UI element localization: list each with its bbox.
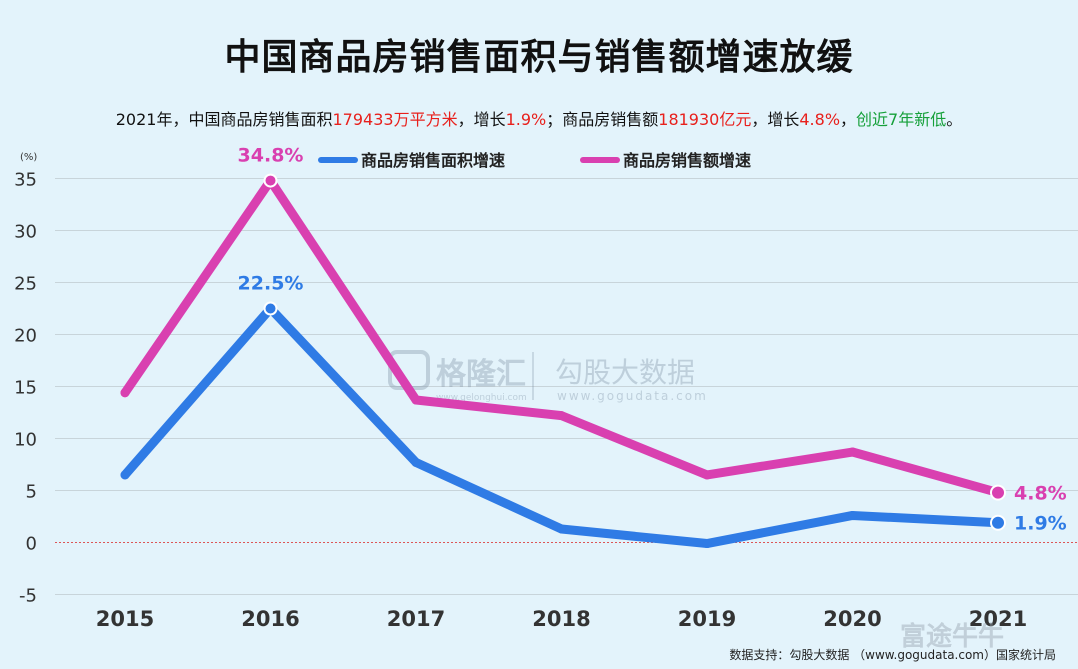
x-tick-label: 2017: [387, 607, 445, 631]
watermark: 格隆汇 www.gelonghui.com 勾股大数据 www.gogudata…: [388, 350, 708, 403]
grid-lines: [55, 178, 1078, 595]
legend-label: 商品房销售面积增速: [361, 151, 505, 170]
data-point: [120, 388, 130, 398]
y-tick-label: 15: [14, 378, 37, 399]
legend-label: 商品房销售额增速: [623, 151, 751, 170]
subtitle-part: 。: [946, 110, 963, 129]
subtitle-sales-growth: 4.8%: [799, 110, 841, 129]
y-tick-label: 35: [14, 170, 37, 191]
subtitle-part: ，增长: [457, 110, 506, 129]
peak-marker: [263, 173, 278, 188]
chart-title: 中国商品房销售面积与销售额增速放缓: [224, 37, 854, 78]
x-tick-label: 2018: [532, 607, 590, 631]
x-tick-label: 2016: [241, 607, 299, 631]
peak-marker: [263, 301, 278, 316]
y-tick-label: -5: [19, 586, 37, 607]
data-point: [848, 447, 857, 457]
series-line: [120, 304, 1003, 549]
endpoint-marker: [990, 514, 1006, 531]
x-tick-label: 2020: [823, 607, 881, 631]
y-tick-label: 0: [26, 534, 37, 555]
x-tick-label: 2019: [678, 607, 736, 631]
endpoint-marker: [990, 484, 1006, 501]
subtitle-part: ；商品房销售额: [546, 110, 659, 129]
data-label: 34.8%: [238, 145, 304, 167]
data-point: [411, 457, 421, 467]
subtitle-part: ，: [840, 110, 857, 129]
subtitle-part: 2021年，中国商品房销售面积: [115, 110, 333, 129]
legend: 商品房销售面积增速 商品房销售额增速: [318, 151, 751, 170]
data-point: [557, 524, 566, 534]
y-tick-label: 25: [14, 274, 37, 295]
watermark-logo-text: 格隆汇: [436, 357, 526, 392]
data-point: [702, 470, 712, 480]
source-note: 数据支持：勾股大数据 （www.gogudata.com）国家统计局: [729, 648, 1056, 662]
y-axis: (%) -5 0 5 10 15 20 25 30 35: [14, 152, 37, 607]
subtitle-sales-value: 181930亿元: [658, 110, 752, 129]
watermark-brand-text: 勾股大数据: [555, 356, 695, 389]
corner-watermark: 富途牛牛: [900, 622, 1005, 652]
data-point: [411, 395, 421, 405]
data-label: 1.9%: [1014, 513, 1067, 535]
x-tick-label: 2015: [96, 607, 154, 631]
y-tick-label: 20: [14, 326, 37, 347]
data-label: 22.5%: [238, 273, 304, 295]
subtitle-part: ，增长: [751, 110, 800, 129]
data-point: [557, 411, 566, 421]
y-tick-label: 5: [26, 482, 37, 503]
series-line: [120, 176, 1003, 498]
subtitle-area-value: 179433万平方米: [332, 110, 458, 129]
x-axis: 2015 2016 2017 2018 2019 2020 2021: [96, 607, 1027, 631]
watermark-logo-url: www.gelonghui.com: [436, 393, 527, 403]
y-axis-unit: (%): [20, 152, 37, 163]
subtitle-highlight: 创近7年新低: [856, 110, 947, 129]
data-point: [702, 539, 712, 549]
x-tick-label: 2021: [969, 607, 1027, 631]
y-tick-label: 10: [14, 430, 37, 451]
subtitle-area-growth: 1.9%: [505, 110, 547, 129]
data-point: [120, 470, 130, 480]
y-tick-label: 30: [14, 222, 37, 243]
data-labels: 34.8% 22.5% 4.8% 1.9%: [238, 145, 1067, 535]
chart-subtitle: 2021年，中国商品房销售面积179433万平方米，增长1.9%；商品房销售额1…: [0, 106, 1078, 130]
data-label: 4.8%: [1014, 483, 1067, 505]
watermark-brand-url: www.gogudata.com: [557, 389, 708, 403]
data-point: [848, 510, 857, 520]
